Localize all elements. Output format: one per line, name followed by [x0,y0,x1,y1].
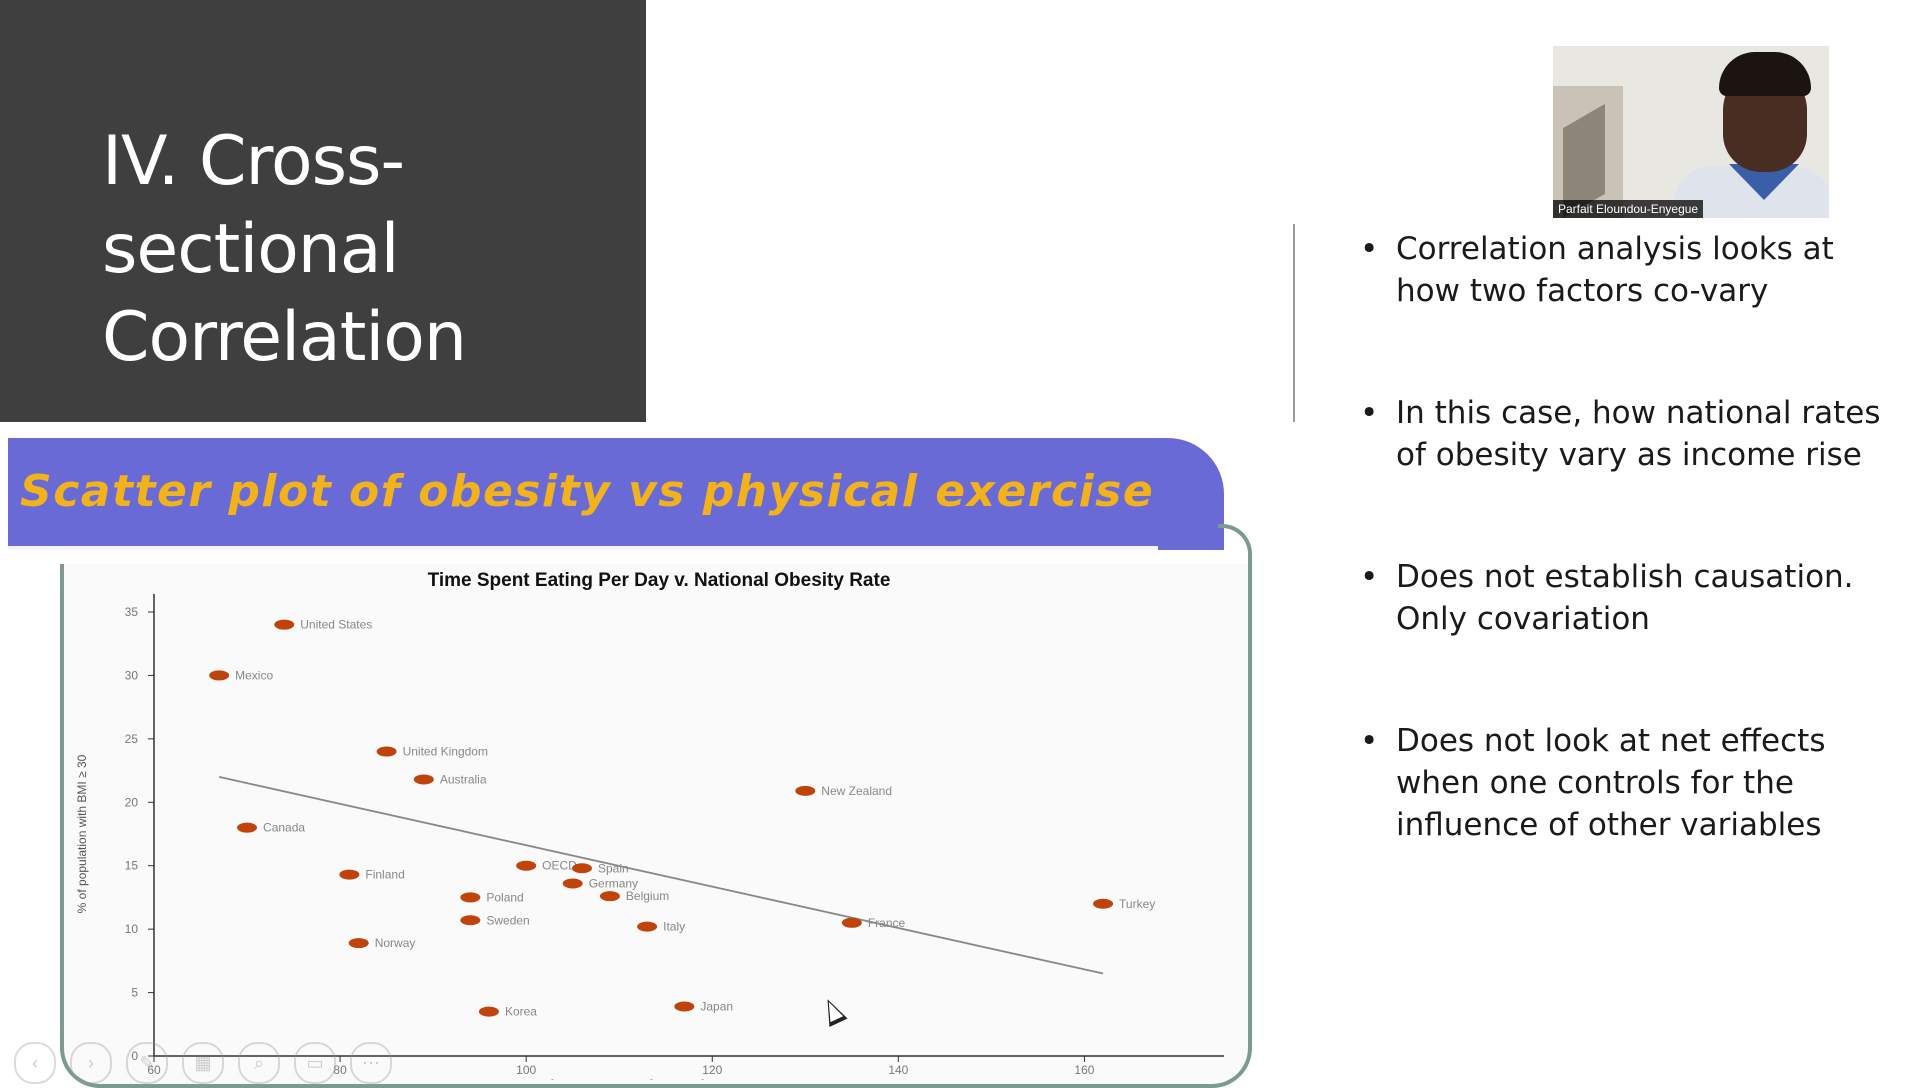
data-point [562,878,583,889]
data-point [599,891,620,902]
bullet-item: • In this case, how national rates of obe… [1360,392,1890,476]
point-label: Belgium [626,889,669,903]
data-point [637,921,658,932]
more-icon[interactable]: ⋯ [350,1042,392,1084]
chart-banner [8,438,1224,550]
point-label: Poland [486,890,523,904]
data-point [376,746,397,757]
data-point [841,917,862,928]
scatter-plot: Time Spent Eating Per Day v. National Ob… [75,570,1224,1080]
chart-title: Time Spent Eating Per Day v. National Ob… [428,570,891,591]
slides-icon[interactable]: ▦ [182,1042,224,1084]
data-point [237,822,258,833]
data-point [478,1006,499,1017]
bullet-dot: • [1360,231,1379,267]
data-point [339,869,360,880]
participant-name: Parfait Eloundou-Enyegue [1553,200,1704,218]
bullet-text: Does not establish causation. Only covar… [1396,559,1854,637]
bullet-text: Does not look at net effects when one co… [1396,723,1826,843]
x-tick-label: 140 [888,1063,908,1077]
point-label: Korea [505,1005,537,1019]
chart-box: Time Spent Eating Per Day v. National Ob… [60,524,1252,1088]
title-panel: IV. Cross-sectional Correlation [0,0,646,422]
y-tick-label: 30 [125,668,139,682]
zoom-icon[interactable]: ⌕ [238,1042,280,1084]
participant-video[interactable]: Parfait Eloundou-Enyegue [1553,46,1829,218]
data-point [274,619,295,630]
banner-title: Scatter plot of obesity vs physical exer… [20,466,1155,517]
x-tick-label: 80 [333,1063,347,1077]
point-label: United Kingdom [403,745,488,759]
y-tick-label: 20 [125,795,139,809]
slideshow-controls: ‹ › ✎ ▦ ⌕ ▭ ⋯ [14,1042,392,1084]
y-tick-label: 10 [125,922,139,936]
data-point [516,860,537,871]
point-label: Sweden [486,913,529,927]
pen-icon[interactable]: ✎ [126,1042,168,1084]
data-point [572,863,592,874]
bullet-item: • Does not establish causation. Only cova… [1360,556,1890,640]
point-label: Germany [589,876,638,890]
bullet-dot: • [1360,723,1379,759]
x-tick-label: 100 [516,1063,536,1077]
data-point [795,785,816,796]
point-label: Mexico [235,668,273,682]
data-point [348,938,369,949]
bullet-dot: • [1360,559,1379,595]
bullet-list: • Correlation analysis looks at how two f… [1360,228,1890,926]
y-tick-label: 15 [125,859,139,873]
subtitles-icon[interactable]: ▭ [294,1042,336,1084]
previous-icon[interactable]: ‹ [14,1042,56,1084]
x-tick-label: 120 [702,1063,722,1077]
point-label: Norway [375,936,416,950]
bullet-text: Correlation analysis looks at how two fa… [1396,231,1834,309]
x-tick-label: 160 [1074,1063,1094,1077]
point-label: Australia [440,772,487,786]
y-tick-label: 35 [125,605,139,619]
data-point [674,1001,695,1012]
y-axis-label: % of population with BMI ≥ 30 [75,754,89,913]
bullet-item: • Correlation analysis looks at how two f… [1360,228,1890,312]
next-icon[interactable]: › [70,1042,112,1084]
point-label: New Zealand [821,784,892,798]
point-label: OECD [542,859,577,873]
data-point [460,915,481,926]
point-label: Italy [663,920,685,934]
bullet-dot: • [1360,395,1379,431]
data-point [1093,898,1114,909]
point-label: Japan [700,1000,733,1014]
slide-title: IV. Cross-sectional Correlation [102,122,467,377]
y-tick-label: 25 [125,732,139,746]
point-label: Finland [365,868,404,882]
point-label: United States [300,618,372,632]
trend-line [218,776,1104,975]
data-point [460,892,481,903]
point-label: Canada [263,821,305,835]
participant-hair [1719,52,1811,96]
bullet-item: • Does not look at net effects when one c… [1360,720,1890,846]
x-axis-label: minutes spent eating per day [539,1077,720,1080]
point-label: Turkey [1119,897,1155,911]
bullet-text: In this case, how national rates of obes… [1396,395,1881,473]
data-point [209,670,230,681]
point-label: France [868,916,906,930]
point-label: Spain [598,861,629,875]
chart-figure: Scatter plot of obesity vs physical exer… [8,438,1254,1088]
divider-line [1293,224,1295,422]
data-point [413,774,434,785]
y-tick-label: 5 [131,986,138,1000]
banner-underline [8,546,1158,550]
